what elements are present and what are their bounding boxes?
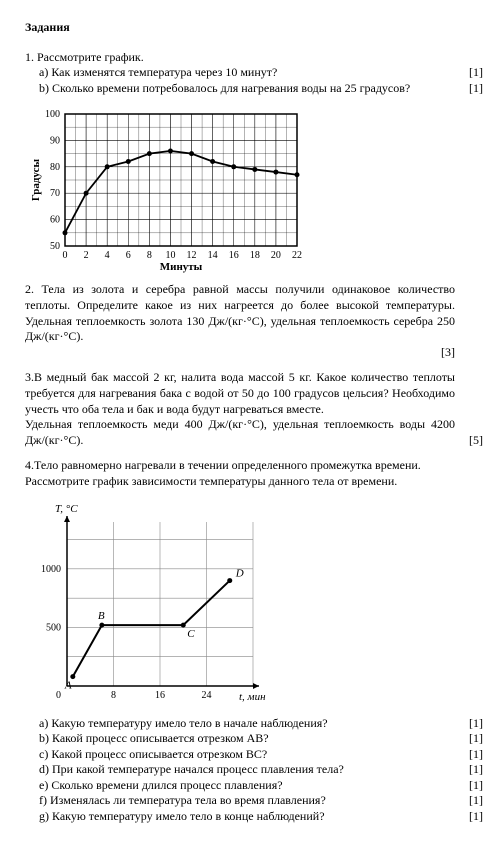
svg-text:22: 22: [292, 250, 302, 261]
task2: 2. Тела из золота и серебра равной массы…: [25, 282, 475, 344]
m: [1]: [469, 793, 483, 809]
svg-text:D: D: [235, 567, 244, 579]
svg-text:80: 80: [50, 162, 60, 173]
svg-text:8: 8: [147, 250, 152, 261]
svg-text:t, мин: t, мин: [239, 691, 266, 703]
q: g) Какую температуру имело тело в конце …: [39, 809, 325, 823]
page-title: Задания: [25, 20, 475, 36]
task4-g: g) Какую температуру имело тело в конце …: [39, 809, 475, 825]
svg-text:4: 4: [105, 250, 110, 261]
task4-b: b) Какой процесс описывается отрезком АВ…: [39, 731, 475, 747]
task4-line2: Рассмотрите график зависимости температу…: [25, 474, 475, 490]
q: d) При какой температуре начался процесс…: [39, 762, 344, 776]
svg-text:18: 18: [250, 250, 260, 261]
svg-text:0: 0: [56, 690, 61, 701]
svg-text:10: 10: [165, 250, 175, 261]
task4-chart: 8 16 24 500 1000 0 T, °C t, мин A B C D: [27, 498, 475, 708]
q: b) Какой процесс описывается отрезком АВ…: [39, 731, 269, 745]
task3-mark: [5]: [469, 433, 483, 449]
svg-text:A: A: [64, 679, 72, 691]
task4-d: d) При какой температуре начался процесс…: [39, 762, 475, 778]
svg-text:16: 16: [155, 690, 165, 701]
task2-mark-row: [3]: [25, 345, 475, 361]
q: e) Сколько времени длился процесс плавле…: [39, 778, 283, 792]
task4-c: c) Какой процесс описывается отрезком ВС…: [39, 747, 475, 763]
task2-mark: [3]: [441, 345, 455, 359]
q: a) Какую температуру имело тело в начале…: [39, 716, 328, 730]
q: f) Изменялась ли температура тела во вре…: [39, 793, 326, 807]
m: [1]: [469, 809, 483, 825]
task1-a: a) Как изменятся температура через 10 ми…: [39, 65, 475, 81]
q: c) Какой процесс описывается отрезком ВС…: [39, 747, 267, 761]
svg-text:2: 2: [84, 250, 89, 261]
svg-text:20: 20: [271, 250, 281, 261]
task1-b-text: b) Сколько времени потребовалось для наг…: [39, 81, 410, 95]
svg-text:1000: 1000: [41, 563, 61, 574]
svg-text:T, °C: T, °C: [55, 503, 78, 515]
task3-text2-span: Удельная теплоемкость меди 400 Дж/(кг·°С…: [25, 417, 455, 447]
svg-text:24: 24: [202, 690, 212, 701]
m: [1]: [469, 731, 483, 747]
svg-text:Минуты: Минуты: [160, 261, 203, 273]
task3-text2: Удельная теплоемкость меди 400 Дж/(кг·°С…: [25, 417, 475, 448]
svg-text:70: 70: [50, 189, 60, 200]
svg-text:100: 100: [45, 109, 60, 120]
task3-text1: 3.В медный бак массой 2 кг, налита вода …: [25, 370, 475, 417]
svg-text:60: 60: [50, 215, 60, 226]
svg-text:500: 500: [46, 622, 61, 633]
task1-chart: 0 2 4 6 8 10 12 14 16 18 20 22 50 60 70 80 90 100 Минуты Гр…: [27, 104, 475, 274]
task1-head: 1. Рассмотрите график.: [25, 50, 475, 66]
svg-text:0: 0: [63, 250, 68, 261]
svg-text:Градусы: Градусы: [30, 159, 42, 202]
m: [1]: [469, 747, 483, 763]
m: [1]: [469, 762, 483, 778]
task4-e: e) Сколько времени длился процесс плавле…: [39, 778, 475, 794]
task4-line1: 4.Тело равномерно нагревали в течении оп…: [25, 458, 475, 474]
svg-text:8: 8: [111, 690, 116, 701]
task4-f: f) Изменялась ли температура тела во вре…: [39, 793, 475, 809]
svg-text:12: 12: [187, 250, 197, 261]
svg-text:50: 50: [50, 241, 60, 252]
svg-text:14: 14: [208, 250, 218, 261]
task2-text: 2. Тела из золота и серебра равной массы…: [25, 282, 455, 343]
svg-text:16: 16: [229, 250, 239, 261]
task1-a-mark: [1]: [469, 65, 483, 81]
m: [1]: [469, 716, 483, 732]
task1-b: b) Сколько времени потребовалось для наг…: [39, 81, 475, 97]
svg-text:C: C: [187, 628, 195, 640]
task1-b-mark: [1]: [469, 81, 483, 97]
task4-a: a) Какую температуру имело тело в начале…: [39, 716, 475, 732]
task1-a-text: a) Как изменятся температура через 10 ми…: [39, 65, 277, 79]
m: [1]: [469, 778, 483, 794]
svg-text:B: B: [98, 610, 105, 622]
svg-text:90: 90: [50, 136, 60, 147]
svg-text:6: 6: [126, 250, 131, 261]
